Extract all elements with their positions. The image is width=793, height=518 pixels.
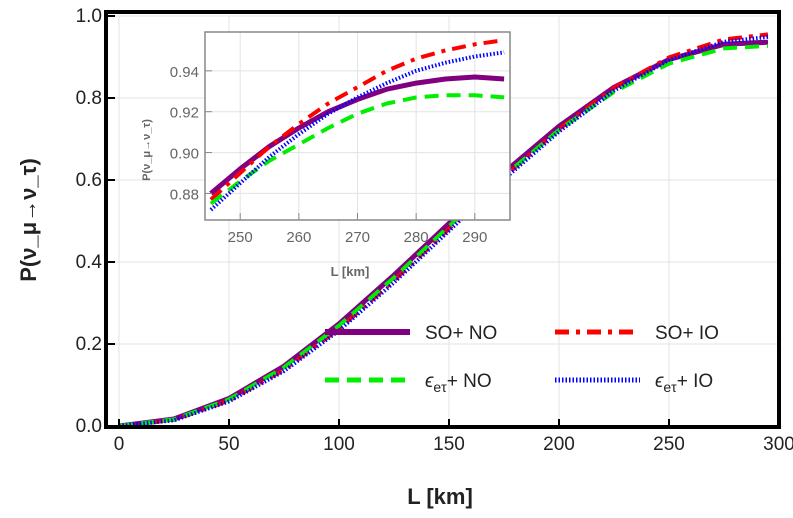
inset-chart: 250 260 270 280 290 0.88 0.90 0.92 0.94 L [km] P… xyxy=(141,31,511,279)
x-tick-label: 0 xyxy=(114,434,125,455)
legend-label-1: SO+ IO xyxy=(655,323,719,344)
series-line-3 xyxy=(118,34,769,428)
series-line-2 xyxy=(209,93,505,206)
x-tick-label: 280 xyxy=(404,229,429,246)
x-tick-label: 260 xyxy=(286,229,311,246)
y-tick-label: 0.6 xyxy=(76,170,102,191)
x-tick-label: 270 xyxy=(345,229,370,246)
series-line-2 xyxy=(118,43,769,428)
series-line-1 xyxy=(118,32,769,428)
main-plot-frame xyxy=(104,10,781,429)
y-axis-label: P(ν_μ→ν_τ) xyxy=(16,158,41,282)
inset-curves xyxy=(209,38,505,212)
x-tick-label: 290 xyxy=(462,229,487,246)
x-tick-label: 300 xyxy=(763,434,793,455)
y-tick-label: 0.4 xyxy=(76,252,103,273)
x-tick-label: 200 xyxy=(543,434,575,455)
y-tick-label: 0.2 xyxy=(76,334,102,355)
y-tick-label: 0.92 xyxy=(170,105,199,122)
x-tick-label: 50 xyxy=(218,434,239,455)
x-tick-label: 250 xyxy=(653,434,685,455)
main-curves xyxy=(118,32,769,429)
y-tick-label: 0.94 xyxy=(170,64,199,81)
x-tick-label: 250 xyxy=(228,229,253,246)
legend-label-2: ϵeτ+ NO xyxy=(425,371,492,395)
inset-ticks: 250 260 270 280 290 0.88 0.90 0.92 0.94 xyxy=(170,64,488,246)
main-ticks: 0 50 100 150 200 250 300 0.0 0.2 0.4 0.6 0.8 1.0 xyxy=(76,6,793,455)
inset-grid xyxy=(205,32,510,220)
y-tick-label: 0.8 xyxy=(76,88,102,109)
inset-x-axis-label: L [km] xyxy=(331,264,370,279)
x-tick-label: 100 xyxy=(323,434,355,455)
y-tick-label: 1.0 xyxy=(76,6,102,27)
y-tick-label: 0.88 xyxy=(170,186,199,203)
legend: SO+ NO SO+ IO ϵeτ+ NO ϵeτ+ IO xyxy=(325,323,719,395)
inset-y-axis-label: P(ν_μ→ν_τ) xyxy=(141,119,153,181)
x-tick-label: 150 xyxy=(433,434,465,455)
legend-label-0: SO+ NO xyxy=(425,323,497,344)
y-tick-label: 0.0 xyxy=(76,416,102,437)
legend-label-3: ϵeτ+ IO xyxy=(655,371,713,395)
x-axis-label: L [km] xyxy=(407,484,473,509)
series-line-1 xyxy=(209,38,505,202)
y-tick-label: 0.90 xyxy=(170,146,199,163)
